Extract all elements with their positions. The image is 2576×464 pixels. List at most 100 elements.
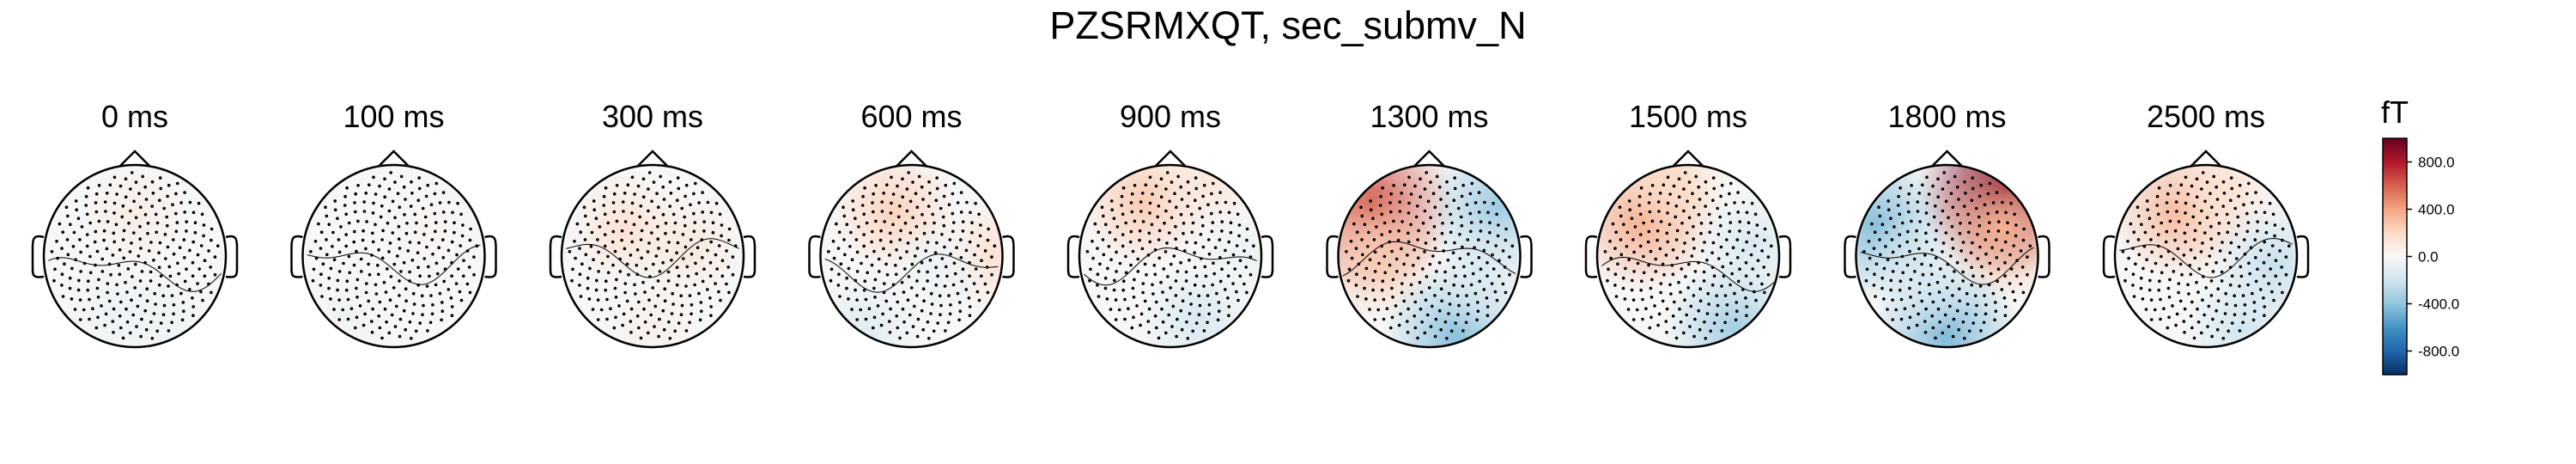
- sensor-dot: [684, 183, 689, 187]
- sensor-dot: [144, 198, 149, 201]
- sensor-dot: [2195, 280, 2198, 284]
- sensor-dot: [472, 272, 476, 277]
- sensor-dot: [408, 241, 412, 244]
- sensor-dot: [606, 271, 611, 275]
- sensor-dot: [1466, 238, 1470, 241]
- sensor-dot: [879, 229, 883, 233]
- sensor-dot: [1378, 204, 1382, 207]
- sensor-dot: [82, 308, 86, 312]
- sensor-dot: [311, 278, 315, 283]
- sensor-dot: [1437, 308, 1442, 313]
- sensor-dot: [1164, 209, 1168, 213]
- sensor-dot: [1625, 245, 1629, 248]
- sensor-dot: [926, 279, 929, 283]
- sensor-dot: [425, 284, 429, 288]
- sensor-dot: [216, 244, 220, 248]
- sensor-dot: [1109, 199, 1114, 203]
- sensor-dot: [155, 230, 158, 235]
- sensor-dot: [317, 222, 320, 226]
- sensor-dot: [2019, 249, 2023, 253]
- sensor-dot: [2199, 250, 2203, 253]
- sensor-dot: [643, 321, 647, 324]
- sensor-dot: [1924, 240, 1929, 244]
- sensor-dot: [1174, 224, 1177, 229]
- sensor-dot: [959, 191, 963, 194]
- sensor-dot: [2241, 294, 2245, 297]
- sensor-dot: [837, 230, 841, 235]
- sensor-dot: [1630, 288, 1634, 292]
- sensor-dot: [1441, 222, 1444, 225]
- sensor-dot: [2021, 290, 2026, 295]
- sensor-dot: [929, 312, 933, 315]
- sensor-dot: [1682, 209, 1686, 213]
- sensor-dot: [708, 274, 713, 278]
- sensor-dot: [2009, 267, 2014, 271]
- sensor-dot: [2245, 192, 2249, 196]
- sensor-dot: [1227, 211, 1231, 215]
- sensor-dot: [586, 276, 590, 280]
- sensor-dot: [183, 191, 186, 194]
- sensor-dot: [983, 249, 987, 253]
- sensor-dot: [2190, 300, 2194, 304]
- sensor-dot: [952, 221, 956, 224]
- sensor-dot: [862, 244, 866, 248]
- sensor-dot: [699, 301, 703, 304]
- sensor-dot: [414, 329, 418, 333]
- sensor-dot: [1692, 294, 1696, 297]
- sensor-dot: [88, 271, 93, 275]
- sensor-dot: [2015, 274, 2019, 278]
- sensor-dot: [1391, 278, 1395, 282]
- sensor-dot: [1114, 298, 1118, 302]
- sensor-dot: [1674, 238, 1679, 241]
- sensor-dot: [676, 241, 680, 245]
- nose: [637, 150, 668, 167]
- sensor-dot: [1654, 257, 1657, 261]
- sensor-dot: [447, 288, 451, 291]
- sensor-dot: [1966, 212, 1970, 217]
- sensor-dot: [1678, 307, 1681, 311]
- sensor-dot: [1431, 254, 1435, 258]
- sensor-dot: [329, 297, 332, 301]
- sensor-dot: [74, 258, 77, 262]
- sensor-dot: [630, 211, 634, 215]
- right-ear: [1520, 235, 1533, 278]
- sensor-dot: [410, 192, 414, 195]
- sensor-dot: [1392, 184, 1395, 187]
- sensor-dot: [916, 317, 920, 321]
- zero-contour: [1860, 247, 2034, 285]
- sensor-dot: [671, 212, 676, 217]
- sensor-dot: [393, 180, 397, 184]
- sensor-dot: [2183, 307, 2187, 311]
- sensor-dot: [1414, 215, 1419, 219]
- sensor-dot: [331, 230, 335, 235]
- sensor-dot: [1476, 309, 1480, 314]
- sensor-dot: [1368, 258, 1372, 262]
- sensor-dot: [568, 250, 572, 253]
- sensor-dot: [629, 253, 633, 257]
- sensor-dot: [1440, 231, 1444, 235]
- sensor-dot: [647, 209, 650, 213]
- sensor-dot: [647, 171, 652, 174]
- sensor-dot: [673, 221, 677, 225]
- sensor-dot: [1639, 288, 1643, 292]
- sensor-dot: [2022, 227, 2026, 231]
- sensor-dot: [895, 272, 898, 277]
- sensor-dot: [76, 217, 81, 220]
- sensor-dot: [1941, 209, 1945, 213]
- nose: [2190, 150, 2221, 167]
- sensor-dot: [1928, 292, 1932, 296]
- panel-time-label: 1500 ms: [1629, 99, 1747, 134]
- sensor-dot: [370, 331, 374, 334]
- sensor-dot: [1419, 290, 1424, 294]
- sensor-dot: [134, 262, 137, 266]
- sensor-dot: [1941, 241, 1946, 245]
- sensor-dot: [1677, 177, 1681, 180]
- sensor-dot: [1173, 192, 1176, 195]
- sensor-dot: [1198, 303, 1202, 308]
- sensor-dot: [1121, 244, 1125, 248]
- sensor-dot: [336, 217, 339, 220]
- sensor-dot: [1179, 308, 1182, 313]
- sensor-dot: [923, 222, 927, 225]
- sensor-dot: [829, 267, 834, 272]
- sensor-dot: [146, 231, 149, 235]
